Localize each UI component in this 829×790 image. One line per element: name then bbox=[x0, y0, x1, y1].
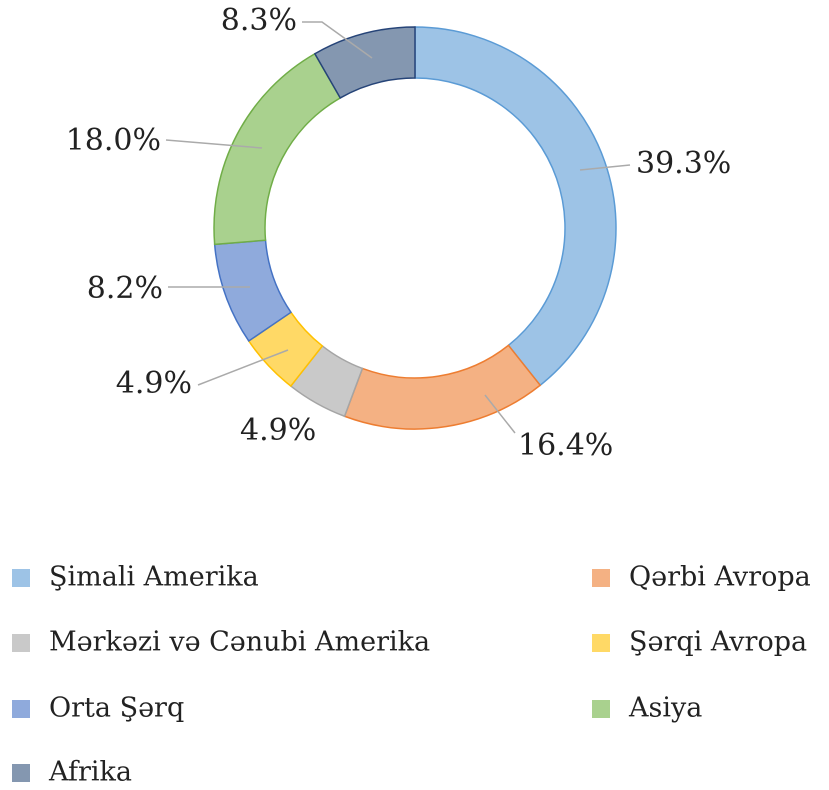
legend-swatch bbox=[12, 569, 30, 587]
data-label: 39.3% bbox=[636, 146, 731, 181]
donut-slice bbox=[213, 52, 342, 246]
legend-label: Şərqi Avropa bbox=[629, 627, 807, 658]
legend-swatch bbox=[12, 700, 30, 718]
legend-swatch bbox=[592, 700, 610, 718]
donut-slice bbox=[343, 344, 542, 430]
data-label: 18.0% bbox=[66, 123, 161, 158]
data-label: 8.2% bbox=[87, 271, 163, 306]
leader-line bbox=[579, 164, 631, 171]
donut-slice bbox=[414, 26, 617, 387]
legend-label: Qərbi Avropa bbox=[629, 562, 811, 593]
leader-line bbox=[484, 394, 516, 434]
legend-swatch bbox=[12, 634, 30, 652]
legend-label: Orta Şərq bbox=[49, 693, 184, 724]
data-label: 4.9% bbox=[116, 366, 192, 401]
leader-line bbox=[165, 139, 263, 149]
legend-label: Mərkəzi və Cənubi Amerika bbox=[49, 627, 430, 658]
legend-swatch bbox=[12, 764, 30, 782]
data-label: 8.3% bbox=[221, 3, 297, 38]
legend-label: Şimali Amerika bbox=[49, 562, 259, 593]
legend-swatch bbox=[592, 634, 610, 652]
leader-line bbox=[302, 21, 373, 59]
leader-line bbox=[197, 349, 289, 386]
donut-slice bbox=[313, 26, 416, 99]
data-label: 4.9% bbox=[240, 413, 316, 448]
data-label: 16.4% bbox=[518, 428, 613, 463]
legend-swatch bbox=[592, 569, 610, 587]
legend-label: Asiya bbox=[628, 693, 702, 724]
legend-label: Afrika bbox=[48, 757, 132, 788]
